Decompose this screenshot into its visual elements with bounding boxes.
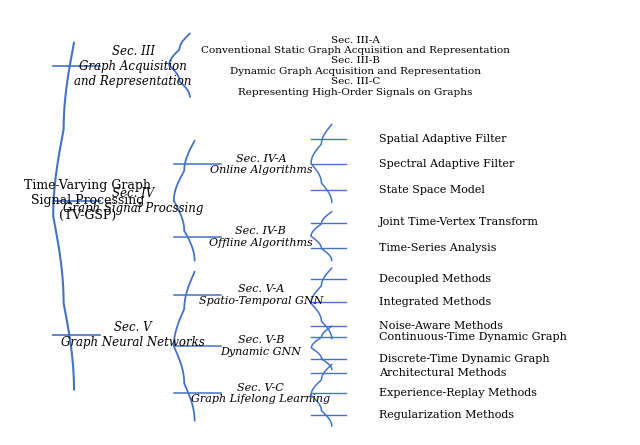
Text: Sec. V
Graph Neural Networks: Sec. V Graph Neural Networks <box>61 321 205 349</box>
Text: Joint Time-Vertex Transform: Joint Time-Vertex Transform <box>379 218 539 227</box>
Text: Architectural Methods: Architectural Methods <box>379 368 507 378</box>
Text: Continuous-Time Dynamic Graph: Continuous-Time Dynamic Graph <box>379 332 567 342</box>
Text: Time-Varying Graph
Signal Processing
(TV-GSP): Time-Varying Graph Signal Processing (TV… <box>24 179 151 222</box>
Text: Sec. IV-A
Online Algorithms: Sec. IV-A Online Algorithms <box>209 154 312 175</box>
Text: Spectral Adaptive Filter: Spectral Adaptive Filter <box>379 159 515 169</box>
Text: State Space Model: State Space Model <box>379 185 485 195</box>
Text: Time-Series Analysis: Time-Series Analysis <box>379 243 497 253</box>
Text: Integrated Methods: Integrated Methods <box>379 298 492 307</box>
Text: Regularization Methods: Regularization Methods <box>379 410 515 420</box>
Text: Spatial Adaptive Filter: Spatial Adaptive Filter <box>379 134 507 144</box>
Text: Sec. IV
Graph Signal Procssing: Sec. IV Graph Signal Procssing <box>63 187 204 214</box>
Text: Sec. III-A
Conventional Static Graph Acquisition and Representation
Sec. III-B
D: Sec. III-A Conventional Static Graph Acq… <box>201 36 510 97</box>
Text: Sec. IV-B
Offline Algorithms: Sec. IV-B Offline Algorithms <box>209 226 313 248</box>
Text: Discrete-Time Dynamic Graph: Discrete-Time Dynamic Graph <box>379 354 550 364</box>
Text: Sec. III
Graph Acquisition
and Representation: Sec. III Graph Acquisition and Represent… <box>74 44 192 88</box>
Text: Sec. V-C
Graph Lifelong Learning: Sec. V-C Graph Lifelong Learning <box>191 383 330 404</box>
Text: Sec. V-B
Dynamic GNN: Sec. V-B Dynamic GNN <box>220 336 301 357</box>
Text: Noise-Aware Methods: Noise-Aware Methods <box>379 321 503 331</box>
Text: Experience-Replay Methods: Experience-Replay Methods <box>379 388 537 398</box>
Text: Decoupled Methods: Decoupled Methods <box>379 274 492 284</box>
Text: Sec. V-A
Spatio-Temporal GNN: Sec. V-A Spatio-Temporal GNN <box>198 284 323 306</box>
